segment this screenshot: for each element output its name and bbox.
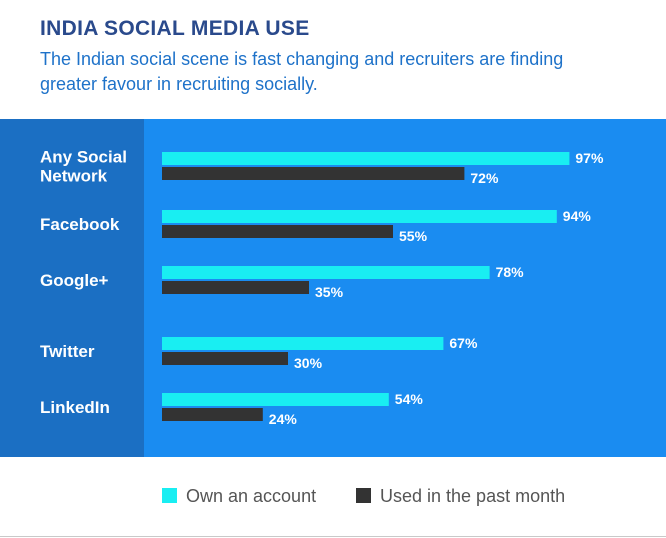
bottom-divider: [0, 536, 666, 537]
category-label-3: Twitter: [40, 342, 95, 361]
legend-swatch-0: [162, 488, 177, 503]
value-label-1-3: 30%: [294, 355, 323, 371]
value-label-0-0: 97%: [575, 150, 604, 166]
value-label-0-1: 94%: [563, 208, 592, 224]
legend-label-0: Own an account: [186, 486, 316, 506]
value-label-0-2: 78%: [496, 264, 525, 280]
bar-1-3: [162, 352, 288, 365]
bar-0-2: [162, 266, 490, 279]
value-label-0-4: 54%: [395, 391, 424, 407]
bar-1-0: [162, 167, 465, 180]
category-label-1: Facebook: [40, 215, 120, 234]
value-label-1-2: 35%: [315, 284, 344, 300]
bar-0-0: [162, 152, 570, 165]
bar-0-1: [162, 210, 557, 223]
category-label-0-line-1: Network: [40, 167, 108, 186]
category-label-4: LinkedIn: [40, 398, 110, 417]
category-label-0-line-0: Any Social: [40, 148, 127, 167]
value-label-1-0: 72%: [470, 170, 499, 186]
bar-1-4: [162, 408, 263, 421]
bar-0-4: [162, 393, 389, 406]
category-panel: [0, 119, 144, 457]
chart-title: INDIA SOCIAL MEDIA USE: [40, 17, 310, 40]
value-label-0-3: 67%: [449, 335, 478, 351]
legend-label-1: Used in the past month: [380, 486, 565, 506]
bar-1-2: [162, 281, 309, 294]
bar-0-3: [162, 337, 444, 350]
chart-subtitle: The Indian social scene is fast changing…: [40, 49, 564, 94]
value-label-1-4: 24%: [269, 411, 298, 427]
category-label-2: Google+: [40, 271, 109, 290]
bar-1-1: [162, 225, 393, 238]
value-label-1-1: 55%: [399, 228, 428, 244]
legend-swatch-1: [356, 488, 371, 503]
